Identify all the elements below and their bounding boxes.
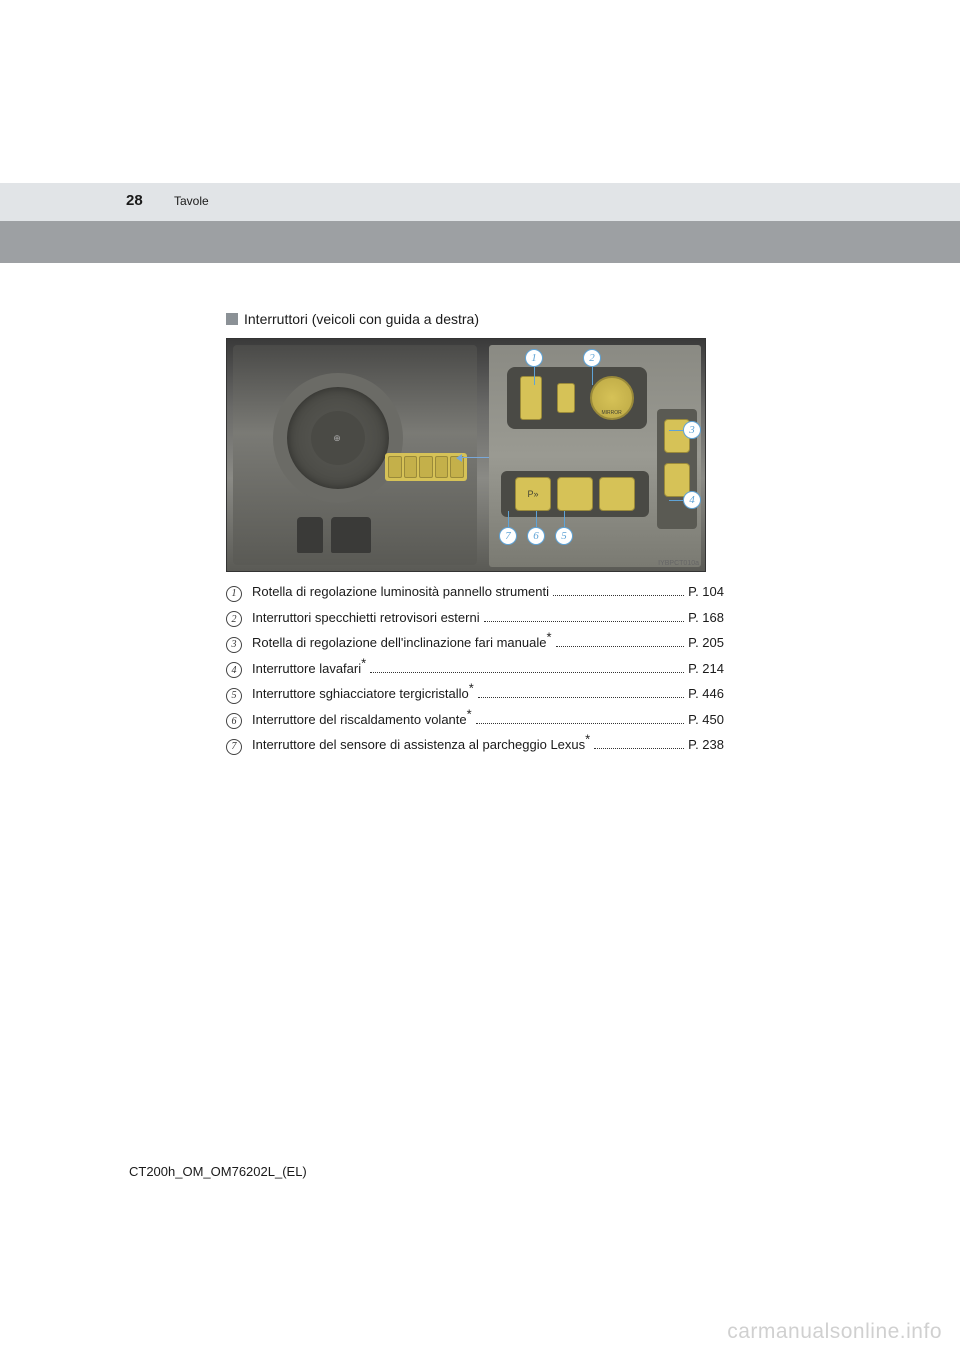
watermark: carmanualsonline.info: [727, 1320, 942, 1344]
leader-dots: [594, 748, 684, 749]
callout-leader: [534, 367, 535, 385]
section-title-row: Interruttori (veicoli con guida a destra…: [226, 311, 479, 327]
page-ref: P. 104: [688, 584, 724, 599]
callout-leader: [669, 430, 683, 431]
footnote-star-icon: *: [585, 732, 590, 747]
item-number-icon: 2: [226, 611, 242, 627]
pedal-icon: [331, 517, 371, 553]
dashboard-diagram: ⊕ P» 1 2 3 4 5 6 7 IY: [226, 338, 706, 572]
references-list: 1 Rotella di regolazione luminosità pann…: [226, 584, 724, 763]
page-ref: P. 214: [688, 661, 724, 676]
wiper-deicer-switch-icon: [599, 477, 635, 511]
parking-sensor-switch-icon: P»: [515, 477, 551, 511]
item-label: Rotella di regolazione luminosità pannel…: [252, 584, 549, 599]
page-number: 28: [126, 192, 143, 209]
item-number-icon: 1: [226, 586, 242, 602]
switch-panel-enlarged: P»: [489, 345, 701, 567]
dimmer-wheel-icon: [520, 376, 542, 420]
callout-leader: [592, 367, 593, 385]
steering-heater-switch-icon: [557, 477, 593, 511]
lower-switch-row: P»: [501, 471, 649, 517]
list-item: 6 Interruttore del riscaldamento volante…: [226, 712, 724, 730]
list-item: 7 Interruttore del sensore di assistenza…: [226, 737, 724, 755]
leader-dots: [556, 646, 685, 647]
list-item: 4 Interruttore lavafari* P. 214: [226, 661, 724, 679]
footnote-star-icon: *: [361, 655, 366, 670]
leader-dots: [553, 595, 684, 596]
pedal-icon: [297, 517, 323, 553]
document-code: CT200h_OM_OM76202L_(EL): [129, 1164, 307, 1179]
page-ref: P. 205: [688, 635, 724, 650]
list-item: 5 Interruttore sghiacciatore tergicrista…: [226, 686, 724, 704]
image-code: IYBPCT010a: [658, 560, 699, 567]
dash-switch-cluster: [385, 453, 467, 481]
page-ref: P. 168: [688, 610, 724, 625]
diagram-callout-7: 7: [499, 527, 517, 545]
square-marker-icon: [226, 313, 238, 325]
diagram-callout-4: 4: [683, 491, 701, 509]
footnote-star-icon: *: [467, 706, 472, 721]
item-label: Interruttore del sensore di assistenza a…: [252, 737, 590, 752]
item-label: Interruttore del riscaldamento volante*: [252, 712, 472, 727]
steering-wheel-icon: ⊕: [273, 373, 403, 503]
list-item: 1 Rotella di regolazione luminosità pann…: [226, 584, 724, 602]
callout-leader: [508, 511, 509, 527]
page-ref: P. 238: [688, 737, 724, 752]
dash-illustration: ⊕: [233, 345, 477, 565]
upper-switch-panel: [507, 367, 647, 429]
header-section-label: Tavole: [174, 194, 209, 208]
mirror-fold-switch-icon: [557, 383, 575, 413]
leader-dots: [478, 697, 684, 698]
callout-leader: [536, 511, 537, 527]
footnote-star-icon: *: [469, 681, 474, 696]
leader-dots: [484, 621, 684, 622]
diagram-callout-6: 6: [527, 527, 545, 545]
sub-header-bar: [0, 221, 960, 263]
item-number-icon: 3: [226, 637, 242, 653]
leader-dots: [476, 723, 684, 724]
mirror-adjust-dial-icon: [590, 376, 634, 420]
item-number-icon: 7: [226, 739, 242, 755]
steering-logo-icon: ⊕: [311, 411, 365, 465]
footnote-star-icon: *: [546, 630, 551, 645]
item-number-icon: 5: [226, 688, 242, 704]
item-label: Interruttori specchietti retrovisori est…: [252, 610, 480, 625]
diagram-callout-5: 5: [555, 527, 573, 545]
item-label: Interruttore sghiacciatore tergicristall…: [252, 686, 474, 701]
callout-leader: [564, 511, 565, 527]
list-item: 3 Rotella di regolazione dell'inclinazio…: [226, 635, 724, 653]
item-number-icon: 4: [226, 662, 242, 678]
item-label: Interruttore lavafari*: [252, 661, 366, 676]
diagram-callout-2: 2: [583, 349, 601, 367]
leader-dots: [370, 672, 684, 673]
page-ref: P. 450: [688, 712, 724, 727]
callout-leader: [669, 500, 683, 501]
header-bar: [0, 183, 960, 221]
section-title: Interruttori (veicoli con guida a destra…: [244, 311, 479, 327]
diagram-callout-3: 3: [683, 421, 701, 439]
item-number-icon: 6: [226, 713, 242, 729]
item-label: Rotella di regolazione dell'inclinazione…: [252, 635, 552, 650]
list-item: 2 Interruttori specchietti retrovisori e…: [226, 610, 724, 628]
diagram-callout-1: 1: [525, 349, 543, 367]
page-ref: P. 446: [688, 686, 724, 701]
